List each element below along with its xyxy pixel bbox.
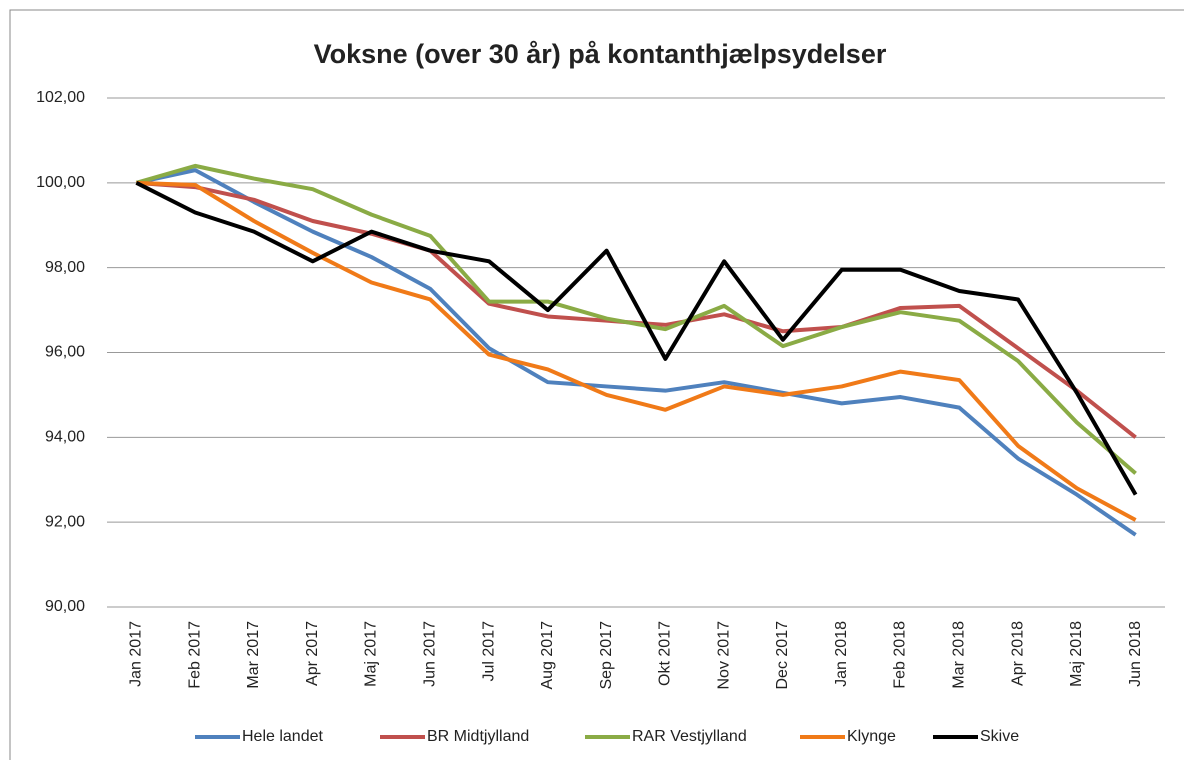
y-tick-label: 92,00	[45, 513, 85, 530]
x-tick-label: Maj 2018	[1068, 621, 1085, 687]
x-tick-label: Okt 2017	[657, 621, 674, 686]
x-tick-label: Mar 2018	[950, 621, 967, 689]
x-tick-label: Maj 2017	[363, 621, 380, 687]
y-tick-label: 98,00	[45, 259, 85, 276]
x-tick-label: Aug 2017	[539, 621, 556, 690]
x-tick-label: Jan 2018	[833, 621, 850, 687]
legend-label: Hele landet	[242, 728, 324, 745]
x-tick-label: Jan 2017	[128, 621, 145, 687]
x-tick-label: Nov 2017	[715, 621, 732, 690]
legend-label: Klynge	[847, 728, 896, 745]
x-tick-label: Jun 2018	[1127, 621, 1144, 687]
x-tick-label: Feb 2017	[186, 621, 203, 689]
x-tick-label: Apr 2017	[304, 621, 321, 686]
x-tick-label: Dec 2017	[774, 621, 791, 690]
y-tick-label: 100,00	[36, 174, 85, 191]
y-tick-label: 102,00	[36, 89, 85, 106]
series-line	[136, 180, 1137, 522]
legend-label: Skive	[980, 728, 1019, 745]
x-tick-label: Apr 2018	[1009, 621, 1026, 686]
legend-label: RAR Vestjylland	[632, 728, 747, 745]
series-line	[135, 168, 1137, 537]
x-tick-label: Jun 2017	[421, 621, 438, 687]
y-tick-label: 94,00	[45, 429, 85, 446]
legend-label: BR Midtjylland	[427, 728, 529, 745]
x-tick-label: Mar 2017	[245, 621, 262, 689]
x-tick-label: Feb 2018	[892, 621, 909, 689]
y-tick-label: 90,00	[45, 598, 85, 615]
chart-title: Voksne (over 30 år) på kontanthjælpsydel…	[314, 39, 887, 69]
y-tick-label: 96,00	[45, 344, 85, 361]
x-tick-label: Sep 2017	[598, 621, 615, 690]
series-line	[135, 181, 1138, 496]
x-tick-label: Jul 2017	[480, 621, 497, 682]
series-line	[135, 163, 1137, 475]
